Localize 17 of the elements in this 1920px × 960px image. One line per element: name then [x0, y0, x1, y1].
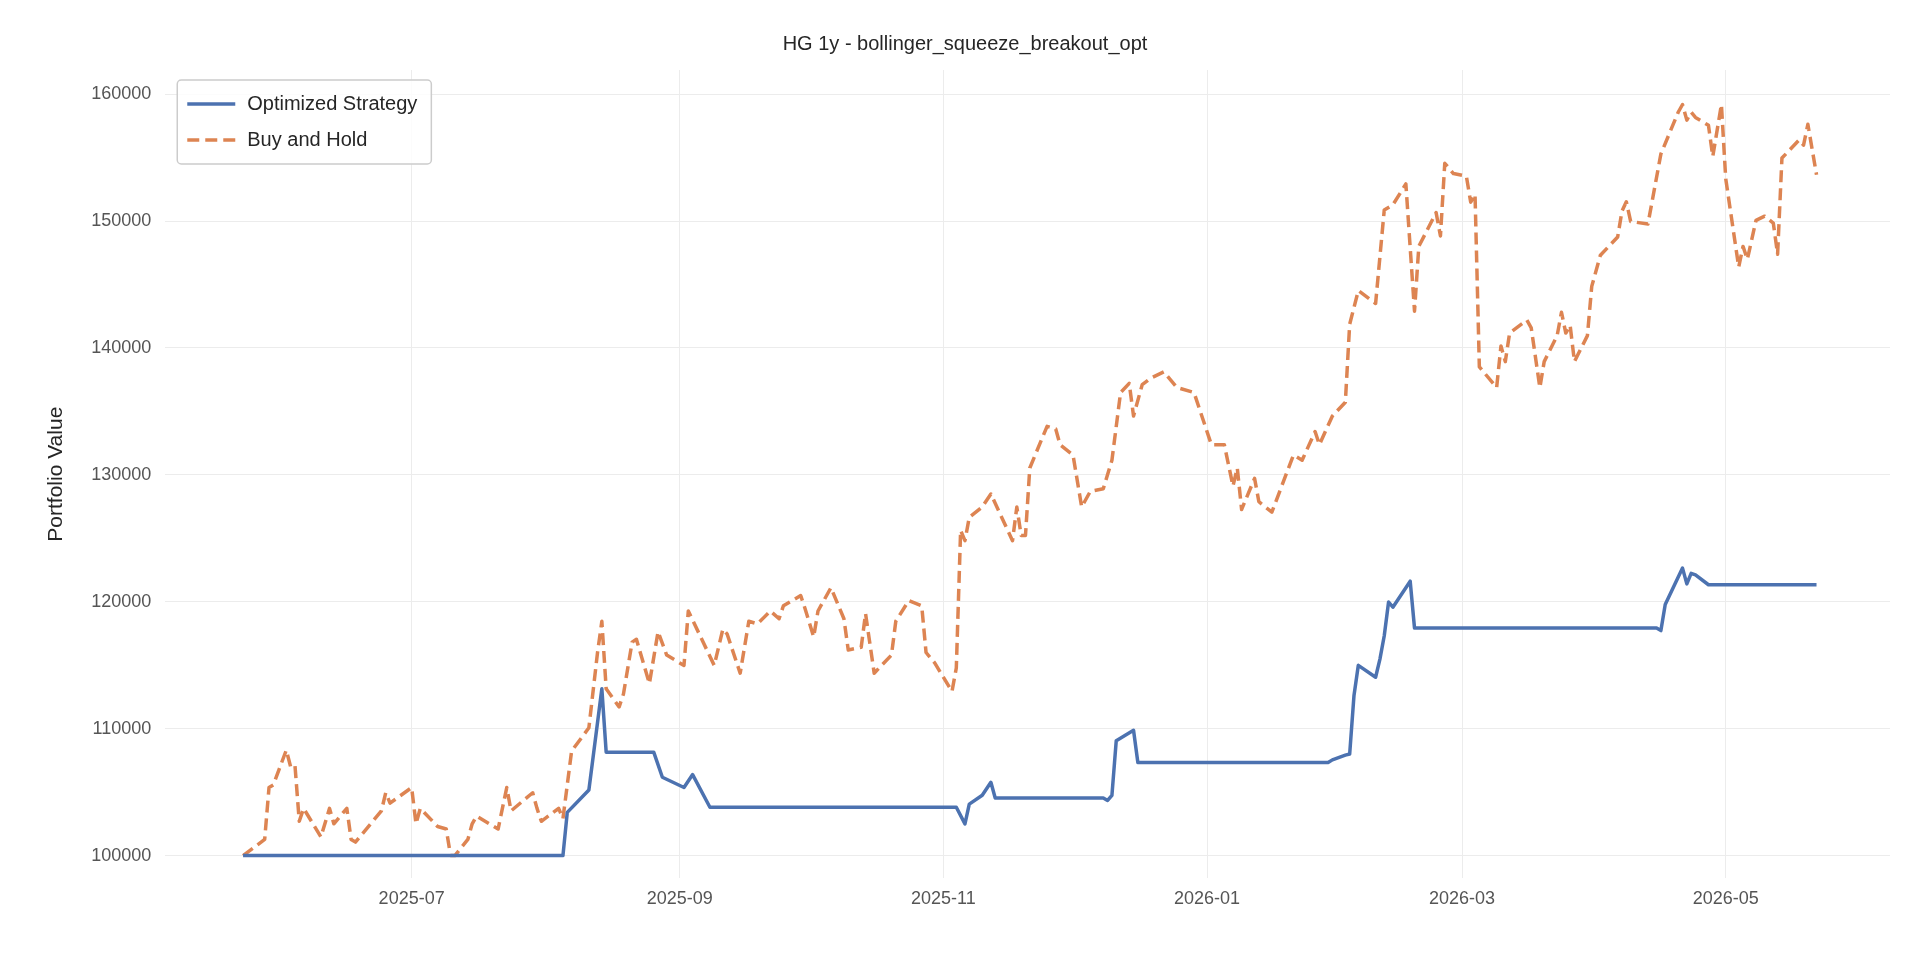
y-tick-label: 130000	[91, 463, 152, 484]
y-axis-title: Portfolio Value	[43, 406, 67, 542]
x-tick-label: 2025-11	[910, 888, 976, 909]
y-tick-label: 150000	[91, 209, 152, 230]
legend-label: Buy and Hold	[247, 127, 368, 150]
x-tick-label: 2025-07	[378, 888, 445, 909]
y-tick-label: 160000	[91, 83, 152, 104]
x-tick-label: 2026-03	[1429, 888, 1496, 909]
y-tick-label: 120000	[91, 590, 152, 611]
x-tick-label: 2026-01	[1173, 888, 1241, 909]
y-tick-label: 100000	[91, 844, 152, 865]
x-tick-label: 2026-05	[1692, 888, 1759, 909]
y-tick-label: 140000	[91, 336, 152, 357]
chart-title: HG 1y - bollinger_squeeze_breakout_opt	[782, 31, 1148, 55]
legend-label: Optimized Strategy	[247, 91, 418, 114]
y-tick-label: 110000	[92, 717, 152, 738]
x-tick-label: 2025-09	[646, 888, 713, 909]
